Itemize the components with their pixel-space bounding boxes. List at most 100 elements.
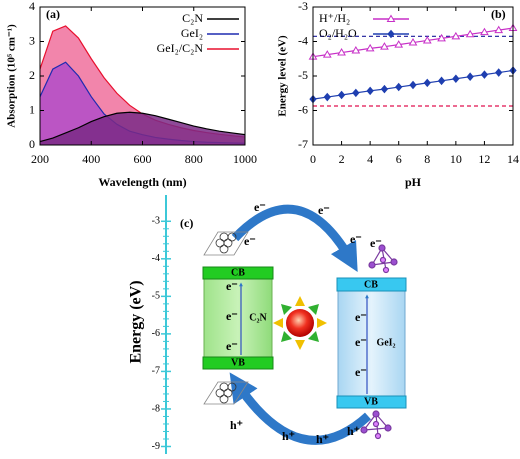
- point: [365, 43, 375, 52]
- electron-label: e⁻: [350, 232, 362, 246]
- x-tick-label: 12: [478, 152, 490, 166]
- point: [480, 27, 489, 36]
- y-tick-label: -5: [298, 68, 308, 82]
- electron-label: e⁻: [318, 203, 330, 217]
- material-label: GeI₂: [376, 337, 395, 348]
- panel-label: (a): [46, 7, 60, 21]
- y-tick-label: 4: [29, 0, 35, 13]
- y-tick-label: -7: [152, 366, 160, 377]
- x-tick-label: 6: [396, 152, 402, 166]
- y-tick-label: 2: [29, 68, 35, 82]
- y-tick-label: -8: [152, 403, 160, 414]
- sun: [273, 296, 327, 350]
- point: [452, 74, 460, 84]
- y-tick-label: -9: [152, 441, 160, 452]
- x-tick-label: 800: [185, 152, 203, 166]
- x-tick-label: 14: [507, 152, 519, 166]
- legend-label: C₂N: [182, 11, 203, 25]
- hole-label: h⁺: [282, 429, 295, 443]
- point: [322, 50, 332, 58]
- panel-label: (b): [491, 7, 506, 21]
- point: [337, 48, 346, 56]
- hole-label: h⁺: [230, 418, 243, 432]
- y-axis-label: Energy level (eV): [277, 35, 289, 117]
- legend-label: H⁺/H₂: [319, 11, 350, 25]
- electron-label: e⁻: [226, 309, 238, 323]
- legend-label: GeI₂: [181, 26, 203, 40]
- point: [437, 76, 446, 86]
- legend-label: O₂/H₂O: [319, 26, 357, 40]
- x-tick-label: 8: [424, 152, 430, 166]
- electron-label: e⁻: [355, 365, 367, 379]
- y-tick-label: 1: [29, 102, 35, 116]
- x-tick-label: 1000: [233, 152, 257, 166]
- point: [394, 40, 404, 48]
- y-tick-label: -3: [152, 216, 160, 227]
- x-tick-label: 400: [82, 152, 100, 166]
- y-axis-label: Absorption (10⁵ cm⁻¹): [6, 24, 18, 128]
- axis-label: Energy (eV): [128, 280, 145, 363]
- y-tick-label: -4: [298, 33, 308, 47]
- x-tick-label: 10: [450, 152, 462, 166]
- point: [380, 42, 389, 50]
- point: [408, 38, 418, 46]
- y-tick-label: -4: [152, 253, 160, 264]
- point: [386, 14, 396, 22]
- point: [451, 31, 461, 40]
- point: [480, 70, 489, 79]
- material-label: C₂N: [249, 312, 267, 323]
- y-tick-label: 3: [29, 33, 35, 47]
- point: [465, 29, 475, 38]
- legend-label: GeI₂/C₂N: [157, 41, 204, 55]
- x-tick-label: 600: [134, 152, 152, 166]
- gei2-vb: [336, 395, 407, 409]
- area: [40, 112, 245, 145]
- c2n-icon: [203, 231, 249, 405]
- point: [352, 88, 360, 98]
- x-axis-label: pH: [405, 175, 422, 189]
- y-tick-label: -6: [298, 102, 308, 116]
- y-tick-label: -7: [298, 137, 308, 151]
- electron-label: e⁻: [226, 279, 238, 293]
- hole-label: h⁺: [347, 424, 360, 438]
- band-diagram: (c) Energy (eV) CB VB CB VB C₂N GeI₂ e⁻ …: [128, 195, 407, 454]
- electron-label: e⁻: [244, 234, 256, 248]
- point: [323, 92, 331, 102]
- point: [351, 45, 361, 54]
- point: [494, 25, 504, 34]
- point: [409, 80, 417, 90]
- hole-arrow: [229, 372, 372, 445]
- vb-label: VB: [364, 396, 378, 407]
- point: [366, 86, 374, 96]
- cb-label: CB: [364, 279, 378, 290]
- y-tick-label: -5: [152, 291, 160, 302]
- chart: 0 2 4 6 8 10 12 14 -7 -6 -5 -4 -3 pH Energy level (eV)…: [277, 0, 519, 189]
- electron-label: e⁻: [355, 335, 367, 349]
- x-axis-label: Wavelength (nm): [98, 175, 186, 189]
- y-tick-label: -3: [298, 0, 308, 13]
- electron-label: e⁻: [226, 339, 238, 353]
- point: [337, 90, 346, 100]
- x-tick-label: 0: [310, 152, 316, 166]
- x-tick-label: 2: [339, 152, 345, 166]
- y-tick-label: 0: [29, 137, 35, 151]
- y-tick-label: -6: [152, 328, 160, 339]
- point: [387, 29, 395, 39]
- electron-label: e⁻: [355, 310, 367, 324]
- cb-label: CB: [231, 267, 245, 278]
- gei2-cb: [336, 277, 407, 292]
- point: [423, 78, 431, 88]
- point: [380, 84, 389, 94]
- point: [422, 35, 432, 44]
- c2n-vb: [202, 356, 274, 370]
- electron-label: e⁻: [370, 236, 382, 250]
- chart: 200 400 600 800 1000 0 1 2 3 4 Wavelength (nm) Abso…: [6, 0, 257, 189]
- vb-label: VB: [231, 357, 245, 368]
- point: [395, 82, 403, 92]
- c2n-cb: [202, 266, 274, 280]
- series-line: [39, 111, 246, 143]
- point: [466, 72, 474, 81]
- point: [437, 33, 446, 42]
- x-tick-label: 200: [31, 152, 49, 166]
